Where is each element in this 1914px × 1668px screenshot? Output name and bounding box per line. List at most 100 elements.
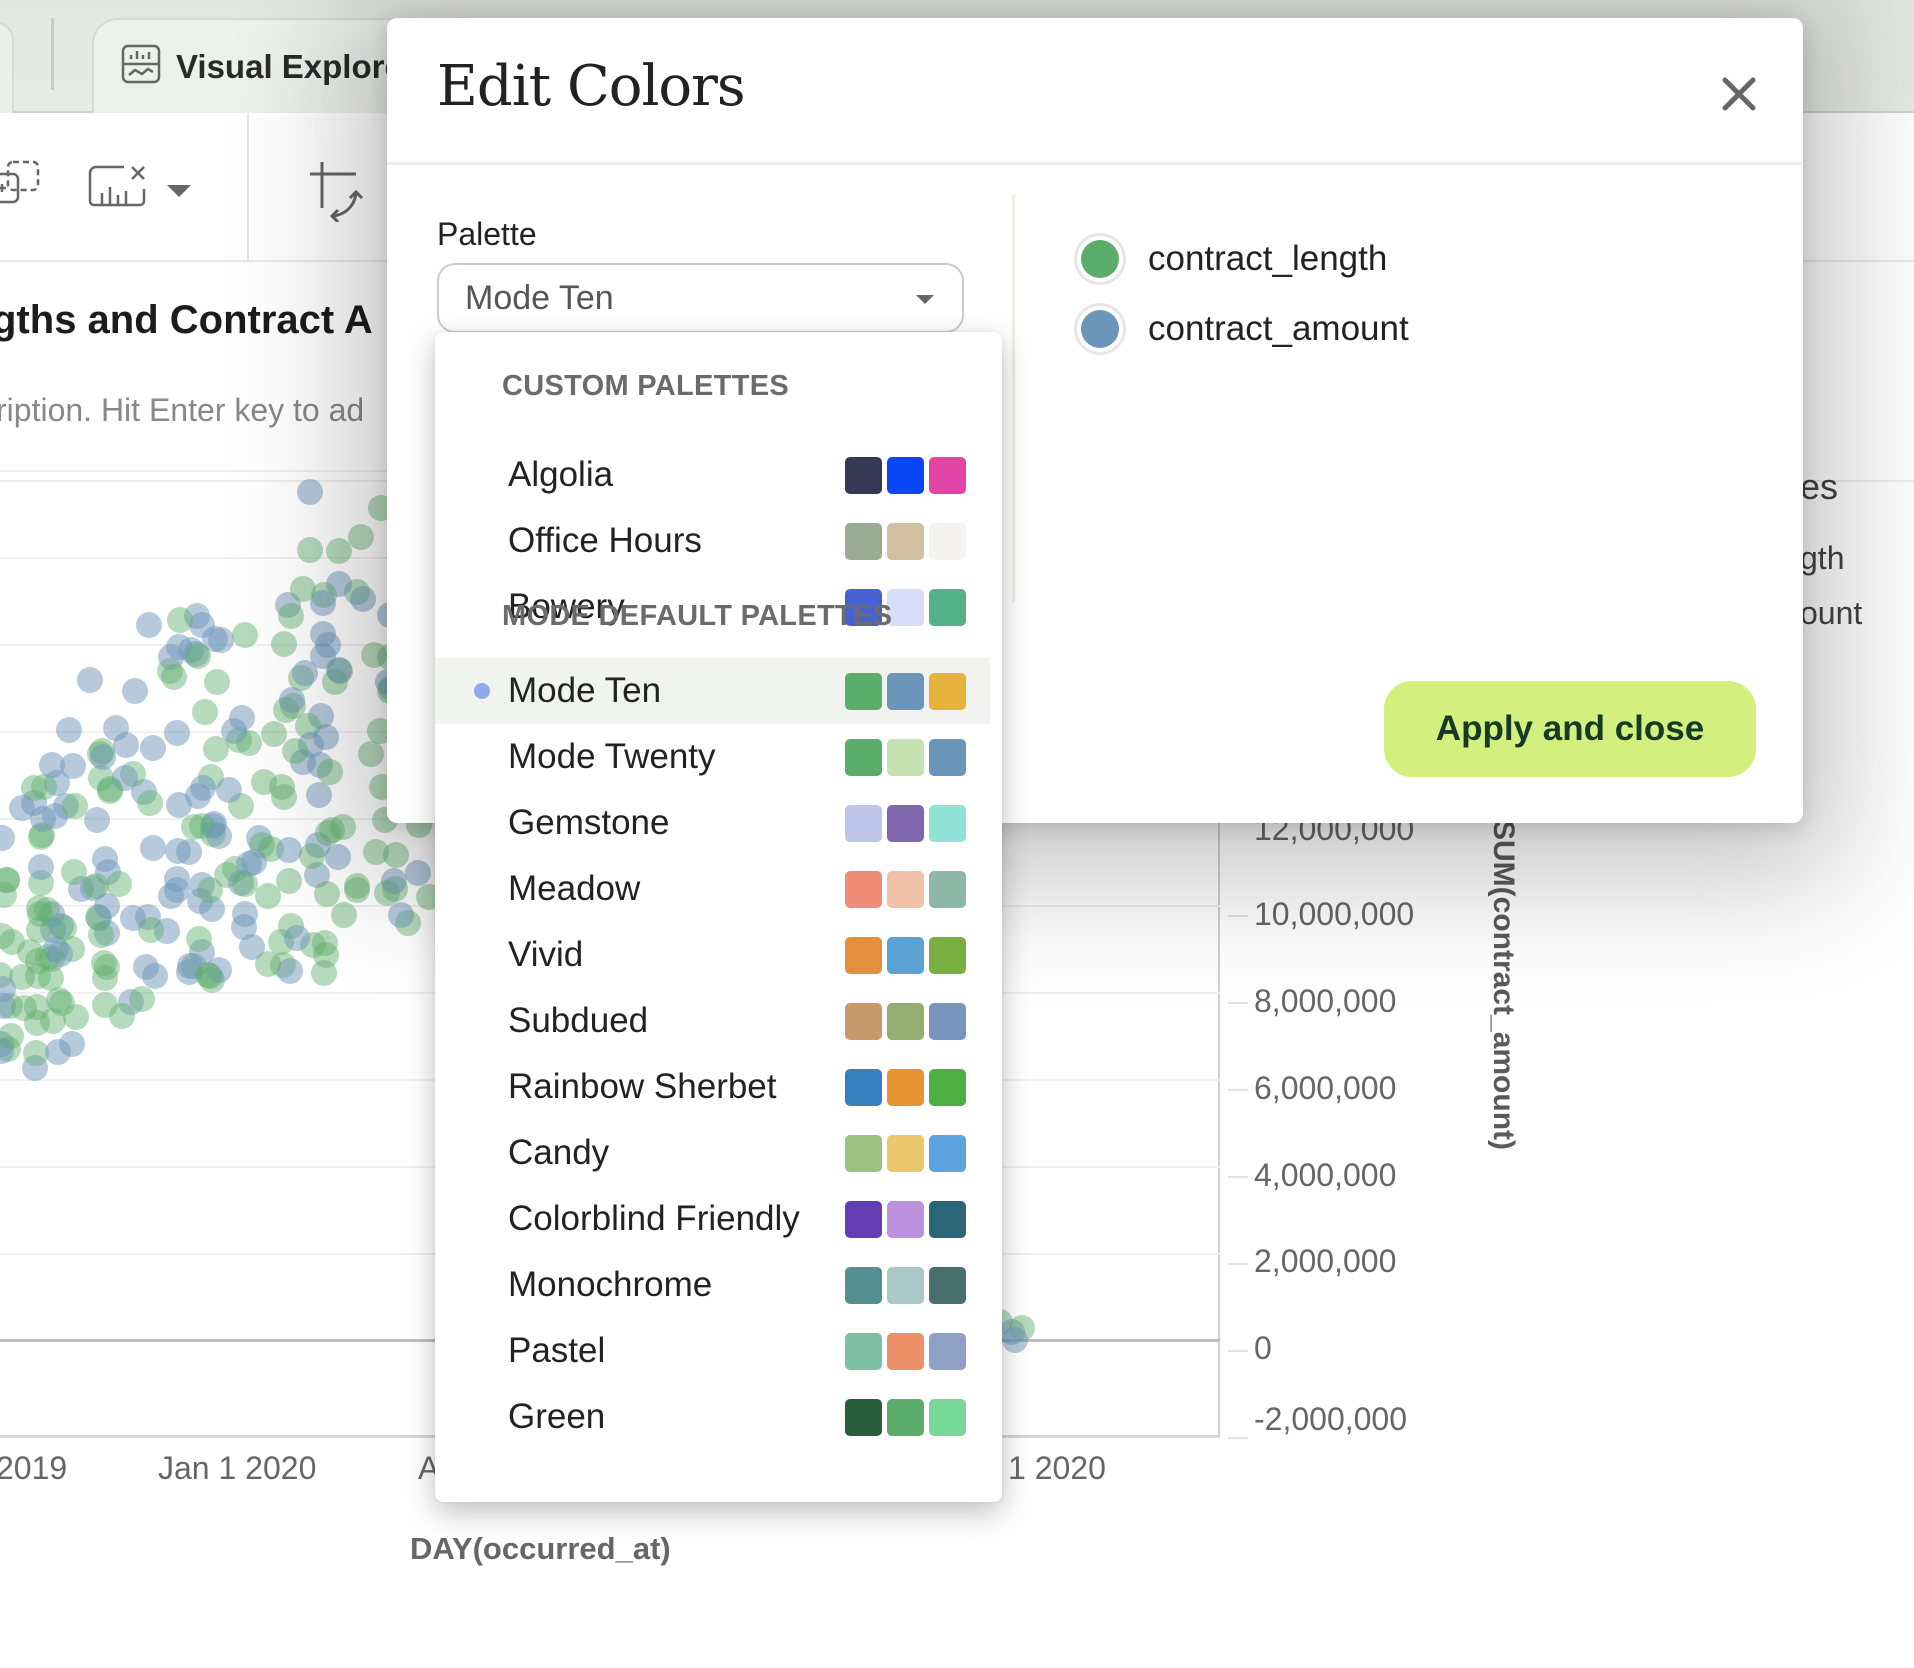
palette-select[interactable]: Mode Ten bbox=[437, 263, 964, 333]
data-point-contract_length[interactable] bbox=[129, 985, 156, 1012]
data-point-contract_length[interactable] bbox=[290, 575, 317, 602]
chart-description-input[interactable]: ription. Hit Enter key to ad bbox=[0, 392, 365, 428]
palette-dropdown-menu[interactable]: CUSTOM PALETTES Algolia Office Hours Bowery… bbox=[435, 332, 1002, 1502]
data-point-contract_length[interactable] bbox=[348, 524, 375, 551]
chart-title[interactable]: gths and Contract A bbox=[0, 298, 373, 342]
data-point-contract_length[interactable] bbox=[360, 641, 387, 668]
data-point-contract_length[interactable] bbox=[22, 1040, 49, 1067]
data-point-contract_amount[interactable] bbox=[29, 806, 56, 833]
data-point-contract_length[interactable] bbox=[109, 1003, 136, 1030]
palette-option-vivid[interactable]: Vivid bbox=[435, 922, 990, 988]
data-point-contract_amount[interactable] bbox=[77, 667, 103, 693]
data-point-contract_length[interactable] bbox=[30, 774, 57, 801]
data-point-contract_length[interactable] bbox=[0, 881, 17, 908]
data-point-contract_length[interactable] bbox=[343, 873, 370, 900]
palette-option-mode-ten[interactable]: Mode Ten bbox=[435, 658, 990, 724]
data-point-contract_amount[interactable] bbox=[220, 717, 247, 744]
data-point-contract_amount[interactable] bbox=[44, 769, 71, 796]
data-point-contract_length[interactable] bbox=[91, 949, 118, 976]
data-point-contract_amount[interactable] bbox=[324, 844, 351, 870]
data-point-contract_amount[interactable] bbox=[315, 632, 342, 659]
data-point-contract_length[interactable] bbox=[167, 607, 193, 633]
data-point-contract_length[interactable] bbox=[11, 994, 38, 1021]
data-point-contract_length[interactable] bbox=[196, 876, 223, 903]
data-point-contract_amount[interactable] bbox=[206, 956, 233, 983]
remove-chart-icon[interactable] bbox=[88, 161, 148, 214]
palette-option-colorblind-friendly[interactable]: Colorblind Friendly bbox=[435, 1186, 990, 1252]
data-point-contract_amount[interactable] bbox=[313, 723, 340, 750]
data-point-contract_length[interactable] bbox=[38, 964, 65, 991]
data-point-contract_amount[interactable] bbox=[165, 837, 192, 864]
data-point-contract_length[interactable] bbox=[184, 643, 211, 670]
data-point-contract_length[interactable] bbox=[297, 537, 323, 563]
palette-option-green[interactable]: Green bbox=[435, 1384, 990, 1450]
data-point-contract_length[interactable] bbox=[137, 789, 164, 816]
data-point-contract_amount[interactable] bbox=[236, 851, 263, 878]
data-point-contract_length[interactable] bbox=[160, 663, 187, 690]
data-point-contract_length[interactable] bbox=[278, 603, 305, 630]
data-point-contract_length[interactable] bbox=[23, 1009, 50, 1036]
data-point-contract_amount[interactable] bbox=[136, 611, 163, 638]
data-point-contract_amount[interactable] bbox=[246, 825, 273, 852]
data-point-contract_amount[interactable] bbox=[350, 586, 377, 613]
palette-option-mode-twenty[interactable]: Mode Twenty bbox=[435, 724, 990, 790]
data-point-contract_amount[interactable] bbox=[90, 743, 117, 770]
data-point-contract_length[interactable] bbox=[271, 783, 298, 810]
data-point-contract_amount[interactable] bbox=[117, 988, 144, 1015]
data-point-contract_amount[interactable] bbox=[133, 954, 160, 981]
tab-previous[interactable] bbox=[0, 22, 14, 113]
data-point-contract_amount[interactable] bbox=[189, 774, 216, 801]
data-point-contract_amount[interactable] bbox=[276, 957, 303, 984]
data-point-contract_amount[interactable] bbox=[405, 860, 432, 887]
data-point-contract_length[interactable] bbox=[48, 989, 75, 1016]
data-point-contract_amount[interactable] bbox=[215, 777, 242, 803]
data-point-contract_length[interactable] bbox=[24, 994, 51, 1021]
data-point-contract_amount[interactable] bbox=[291, 660, 318, 687]
data-point-contract_length[interactable] bbox=[40, 1007, 67, 1034]
data-point-contract_length[interactable] bbox=[0, 1023, 25, 1050]
data-point-contract_length[interactable] bbox=[260, 720, 287, 747]
data-point-contract_amount[interactable] bbox=[279, 687, 306, 713]
data-point-contract_amount[interactable] bbox=[122, 677, 149, 704]
data-point-contract_length[interactable] bbox=[298, 842, 325, 869]
data-point-contract_amount[interactable] bbox=[326, 656, 353, 683]
data-point-contract_length[interactable] bbox=[45, 986, 72, 1013]
data-point-contract_amount[interactable] bbox=[310, 590, 337, 617]
data-point-contract_amount[interactable] bbox=[140, 835, 167, 861]
data-point-contract_length[interactable] bbox=[61, 859, 88, 886]
data-point-contract_amount[interactable] bbox=[47, 940, 74, 967]
palette-option-candy[interactable]: Candy bbox=[435, 1120, 990, 1186]
data-point-contract_length[interactable] bbox=[0, 923, 15, 950]
data-point-contract_length[interactable] bbox=[191, 699, 218, 726]
data-point-contract_length[interactable] bbox=[63, 1004, 90, 1031]
data-point-contract_length[interactable] bbox=[92, 965, 119, 992]
palette-option-meadow[interactable]: Meadow bbox=[435, 856, 990, 922]
data-point-contract_amount[interactable] bbox=[176, 958, 203, 985]
data-point-contract_length[interactable] bbox=[25, 894, 52, 921]
data-point-contract_amount[interactable] bbox=[230, 914, 257, 941]
data-point-contract_length[interactable] bbox=[330, 902, 357, 929]
data-point-contract_length[interactable] bbox=[344, 877, 371, 904]
data-point-contract_amount[interactable] bbox=[297, 479, 323, 505]
data-point-contract_length[interactable] bbox=[254, 883, 281, 910]
data-point-contract_length[interactable] bbox=[232, 621, 259, 648]
data-point-contract_length[interactable] bbox=[315, 820, 342, 847]
data-point-contract_length[interactable] bbox=[362, 839, 389, 866]
data-point-contract_amount[interactable] bbox=[0, 1031, 15, 1058]
data-point-contract_amount[interactable] bbox=[304, 862, 330, 889]
data-point-contract_amount[interactable] bbox=[380, 868, 407, 895]
data-point-contract_length[interactable] bbox=[316, 758, 343, 785]
palette-option-gemstone[interactable]: Gemstone bbox=[435, 790, 990, 856]
data-point-contract_amount[interactable] bbox=[119, 905, 146, 932]
data-point-contract_amount[interactable] bbox=[206, 822, 233, 849]
series-color-swatch[interactable] bbox=[1074, 233, 1126, 285]
data-point-contract_length[interactable] bbox=[312, 941, 339, 968]
series-color-swatch[interactable] bbox=[1074, 303, 1126, 355]
data-point-contract_length[interactable] bbox=[26, 901, 53, 928]
data-point-contract_length[interactable] bbox=[97, 775, 124, 802]
data-point-contract_amount[interactable] bbox=[28, 853, 55, 880]
data-point-contract_amount[interactable] bbox=[207, 626, 234, 653]
data-point-contract_amount[interactable] bbox=[284, 925, 311, 952]
data-point-contract_length[interactable] bbox=[312, 929, 339, 956]
palette-option-rainbow-sherbet[interactable]: Rainbow Sherbet bbox=[435, 1054, 990, 1120]
